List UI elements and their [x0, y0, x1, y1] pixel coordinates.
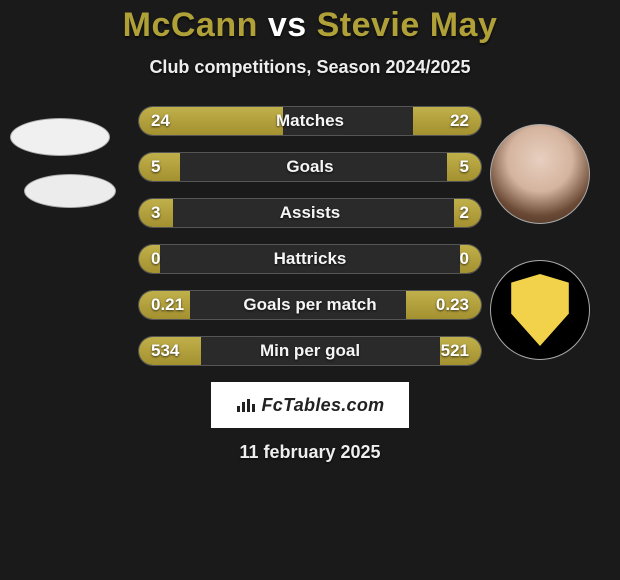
- stat-row: 0.21Goals per match0.23: [138, 290, 482, 320]
- stat-value-right: 2: [460, 199, 469, 227]
- stat-row: 0Hattricks0: [138, 244, 482, 274]
- stat-value-right: 5: [460, 153, 469, 181]
- stat-label: Matches: [139, 107, 481, 135]
- chart-icon: [236, 397, 256, 413]
- player2-name: Stevie May: [317, 6, 498, 44]
- stat-row: 5Goals5: [138, 152, 482, 182]
- stat-label: Goals: [139, 153, 481, 181]
- player2-avatar: [490, 124, 590, 224]
- source-badge: FcTables.com: [211, 382, 409, 428]
- stat-value-right: 0: [460, 245, 469, 273]
- stat-value-right: 0.23: [436, 291, 469, 319]
- stats-panel: 24Matches22 5Goals5 3Assists2 0Hattricks0 0.…: [138, 106, 482, 366]
- stat-value-right: 521: [441, 337, 469, 365]
- stat-value-right: 22: [450, 107, 469, 135]
- stat-row: 24Matches22: [138, 106, 482, 136]
- subtitle: Club competitions, Season 2024/2025: [0, 57, 620, 78]
- player1-name: McCann: [123, 6, 258, 44]
- player2-club-badge: [490, 260, 590, 360]
- player1-avatar: [10, 118, 110, 156]
- stat-label: Goals per match: [139, 291, 481, 319]
- stat-label: Min per goal: [139, 337, 481, 365]
- stat-label: Hattricks: [139, 245, 481, 273]
- stat-row: 534Min per goal521: [138, 336, 482, 366]
- page-title: McCann vs Stevie May: [0, 6, 620, 45]
- stat-label: Assists: [139, 199, 481, 227]
- vs-separator: vs: [268, 6, 307, 44]
- stat-row: 3Assists2: [138, 198, 482, 228]
- source-label: FcTables.com: [262, 395, 385, 416]
- player1-club-badge: [24, 174, 116, 208]
- club-shield-icon: [508, 274, 572, 346]
- comparison-card: McCann vs Stevie May Club competitions, …: [0, 0, 620, 463]
- date-label: 11 february 2025: [0, 442, 620, 463]
